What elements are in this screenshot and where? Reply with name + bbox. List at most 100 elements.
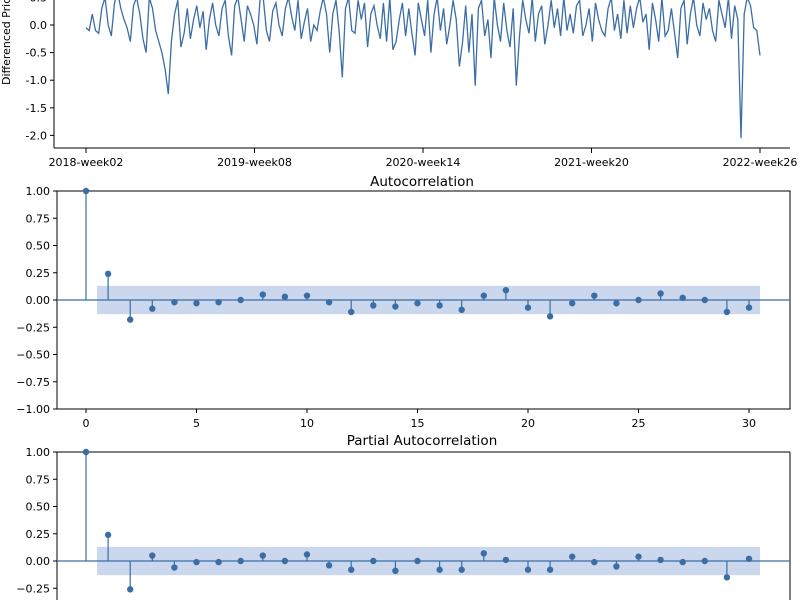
panel1-ytick-label: -1.5 [26, 102, 47, 115]
p3-stem-marker [613, 563, 620, 570]
p3-stem-marker [657, 556, 664, 564]
panel1-ytick-label: -0.5 [26, 47, 47, 60]
p2-stem-marker [569, 300, 576, 307]
panel1-xtick-label: 2022-week26 [723, 156, 798, 169]
p3-stem-marker [259, 552, 266, 559]
p2-stem-marker [458, 306, 465, 314]
pacf-title: Partial Autocorrelation [347, 433, 498, 449]
p2-stem-marker [524, 304, 532, 311]
panel1-ytick-label: 0.0 [30, 19, 48, 32]
p2-stem-marker [679, 294, 686, 302]
p3-stem-marker [569, 553, 576, 560]
p2-stem-marker [259, 291, 266, 298]
panel1-ytick-label: 0.5 [30, 0, 48, 4]
p3-ytick-label: 0.75 [26, 473, 51, 486]
panel1-ytick-label: -2.0 [26, 129, 47, 142]
p3-stem-marker [82, 448, 90, 456]
differenced-price-line [85, 0, 761, 139]
p3-ytick-label: 0.50 [26, 501, 51, 514]
p2-xtick-label: 15 [411, 417, 425, 430]
p2-xtick-label: 0 [83, 417, 90, 430]
panel1-xtick-label: 2021-week20 [554, 156, 629, 169]
p3-stem-marker [171, 564, 178, 571]
p2-stem-marker [281, 293, 289, 300]
panel1-ylabel: Differenced Pric [0, 0, 13, 85]
p3-stem-marker [591, 558, 598, 566]
p2-stem-marker [480, 292, 487, 299]
p3-stem-marker [303, 551, 311, 558]
p3-stem-marker [502, 556, 510, 564]
p2-stem-marker [546, 313, 554, 320]
p2-stem-marker [215, 298, 222, 306]
p2-stem-marker [370, 302, 377, 309]
p2-stem-marker [127, 316, 134, 323]
p2-stem-marker [325, 298, 333, 306]
p3-stem-marker [745, 555, 753, 563]
p3-stem-marker [370, 557, 377, 565]
p3-stem-marker [149, 552, 156, 559]
p2-ytick-label: −0.25 [16, 321, 50, 334]
p3-stem-marker [348, 566, 355, 573]
acf-panel: Autocorrelation 1.00 0.75 0.50 0.25 0.00 −0.2… [16, 174, 791, 430]
p2-ytick-label: −0.50 [16, 349, 50, 362]
p2-ytick-label: −0.75 [16, 376, 50, 389]
p2-stem-marker [745, 304, 753, 311]
p2-xtick-label: 25 [632, 417, 646, 430]
p2-stem-marker [237, 296, 244, 304]
p3-stem-marker [281, 557, 289, 565]
p3-stem-marker [524, 566, 532, 573]
p3-stem-marker [414, 557, 421, 565]
p2-ytick-label: 0.25 [26, 267, 51, 280]
p3-ytick-label: 0.00 [26, 555, 51, 568]
p2-stem-marker [303, 292, 311, 299]
p3-stem-marker [546, 566, 554, 573]
p3-stem-marker [215, 558, 222, 566]
p3-stem-marker [723, 574, 731, 581]
p2-ytick-label: −1.00 [16, 403, 50, 416]
p3-stem-marker [458, 566, 465, 573]
p2-stem-marker [613, 300, 620, 307]
p2-ytick-label: 0.00 [26, 294, 51, 307]
differenced-price-panel: Differenced Pric 0.50.0-0.5-1.0-1.5-2.0 … [0, 0, 797, 169]
panel1-xtick-label: 2020-week14 [386, 156, 461, 169]
p2-stem-marker [171, 298, 178, 306]
p2-ytick-label: 0.75 [26, 212, 51, 225]
p2-xtick-label: 30 [742, 417, 756, 430]
p3-stem-marker [679, 558, 686, 566]
panel1-xtick-label: 2019-week08 [217, 156, 292, 169]
p3-stem-marker [480, 550, 487, 557]
p3-stem-marker [701, 557, 708, 565]
p3-stem-marker [104, 531, 112, 539]
p2-stem-marker [414, 300, 421, 307]
panel1-xtick-label: 2018-week02 [49, 156, 124, 169]
p3-stem-marker [237, 557, 244, 565]
p2-xtick-label: 10 [300, 417, 314, 430]
p2-stem-marker [104, 270, 112, 278]
p2-xtick-label: 20 [521, 417, 535, 430]
p3-stem-marker [193, 558, 200, 566]
p2-ytick-label: 1.00 [26, 185, 51, 198]
p2-stem-marker [436, 302, 443, 309]
p3-ytick-label: −0.25 [16, 582, 50, 595]
p3-ytick-label: 1.00 [26, 446, 51, 459]
p3-stem-marker [325, 562, 333, 569]
p2-stem-marker [591, 292, 598, 299]
p3-stem-marker [635, 553, 642, 560]
p2-stem-marker [657, 290, 664, 297]
p3-stem-marker [436, 566, 443, 573]
p3-ytick-label: 0.25 [26, 528, 51, 541]
p2-stem-marker [348, 308, 355, 316]
p2-stem-marker [502, 286, 510, 294]
p2-stem-marker [723, 308, 731, 316]
p2-stem-marker [82, 187, 90, 195]
p2-stem-marker [149, 305, 156, 312]
p2-stem-marker [392, 303, 399, 310]
p2-stem-marker [193, 300, 200, 307]
acf-title: Autocorrelation [370, 174, 474, 190]
panel1-ytick-label: -1.0 [26, 74, 47, 87]
p3-stem-marker [392, 567, 399, 575]
pacf-panel: Partial Autocorrelation 1.00 0.75 0.50 0.25… [16, 433, 791, 600]
p2-stem-marker [635, 296, 642, 304]
p2-xtick-label: 5 [193, 417, 200, 430]
